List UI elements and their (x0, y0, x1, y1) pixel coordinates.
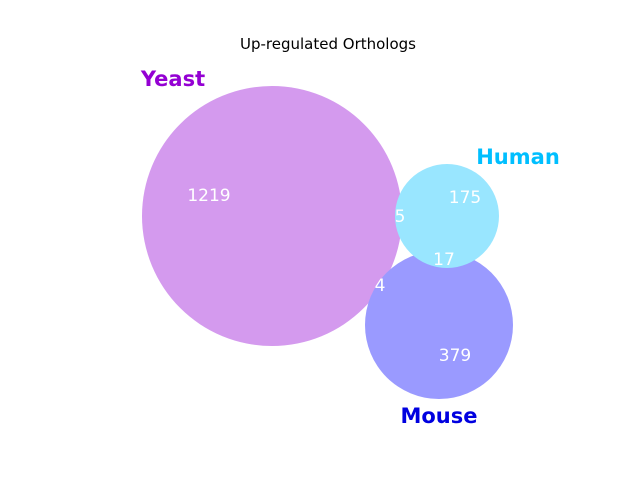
mouse-circle (365, 251, 513, 399)
human-circle (395, 164, 499, 268)
region-label-yeast-only: 1219 (187, 186, 230, 206)
region-label-human-only: 175 (449, 188, 481, 208)
set-label-human: Human (476, 145, 560, 169)
region-label-yeast-mouse: 4 (375, 276, 386, 296)
region-label-yeast-human: 5 (395, 207, 406, 227)
yeast-circle (142, 86, 402, 346)
region-label-mouse-only: 379 (439, 346, 471, 366)
region-label-human-mouse: 17 (433, 250, 455, 270)
chart-title: Up-regulated Orthologs (240, 35, 416, 53)
set-label-mouse: Mouse (400, 404, 477, 428)
set-label-yeast: Yeast (140, 67, 205, 91)
